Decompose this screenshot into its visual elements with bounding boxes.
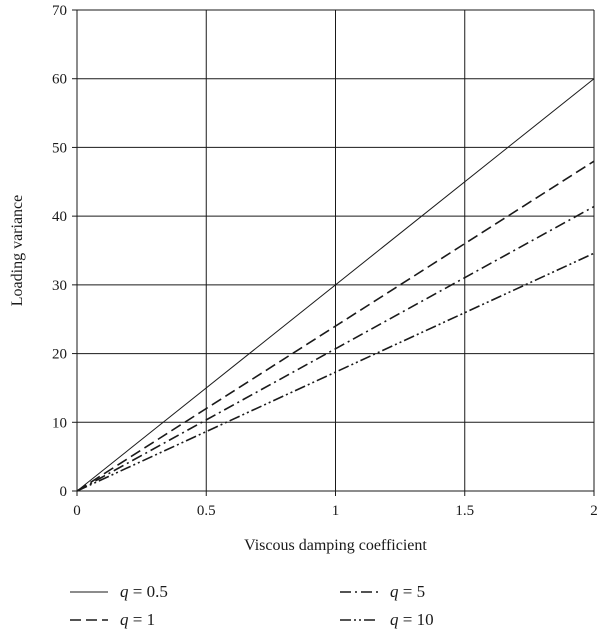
series-line-1 bbox=[76, 160, 595, 492]
x-tick-label-4: 2 bbox=[590, 503, 598, 519]
y-tick-label-3: 30 bbox=[52, 278, 67, 294]
y-tick-label-2: 20 bbox=[52, 347, 67, 363]
series-lines bbox=[76, 78, 595, 492]
legend-label-3: q = 10 bbox=[390, 610, 434, 629]
y-axis-title: Loading variance bbox=[9, 195, 26, 307]
y-tick-label-6: 60 bbox=[52, 72, 67, 88]
y-tick-label-7: 70 bbox=[52, 3, 67, 19]
y-tick-label-1: 10 bbox=[52, 415, 67, 431]
y-tick-label-0: 0 bbox=[60, 484, 68, 500]
x-tick-label-0: 0 bbox=[73, 503, 81, 519]
legend-label-2: q = 5 bbox=[390, 582, 425, 601]
grid bbox=[72, 9, 595, 496]
y-tick-label-4: 40 bbox=[52, 209, 67, 225]
x-axis-title: Viscous damping coefficient bbox=[244, 537, 427, 554]
series-line-2 bbox=[76, 205, 595, 492]
x-tick-label-2: 1 bbox=[332, 503, 340, 519]
x-tick-label-3: 1.5 bbox=[455, 503, 474, 519]
series-line-3 bbox=[76, 252, 595, 492]
series-line-0 bbox=[76, 78, 595, 492]
legend-label-0: q = 0.5 bbox=[120, 582, 168, 601]
x-tick-label-1: 0.5 bbox=[197, 503, 216, 519]
legend: q = 0.5 q = 1 q = 5 q = 10 bbox=[70, 582, 434, 629]
y-tick-label-5: 50 bbox=[52, 140, 67, 156]
legend-label-1: q = 1 bbox=[120, 610, 155, 629]
